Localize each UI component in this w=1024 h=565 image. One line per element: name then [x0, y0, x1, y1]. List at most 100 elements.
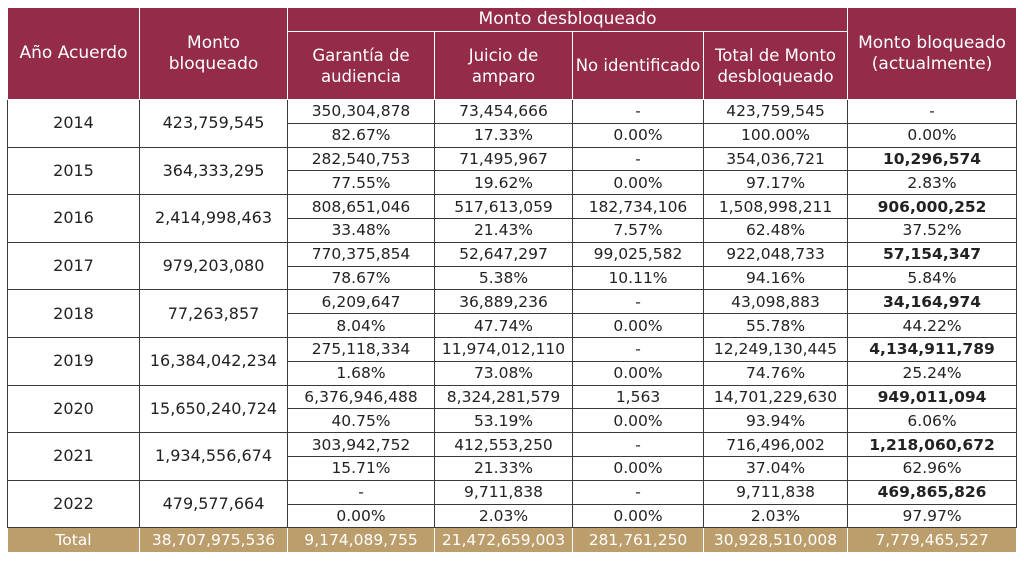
percent-cell: 53.19%: [434, 408, 573, 434]
amounts-row: 2020 15,650,240,724 6,376,946,488 8,324,281…: [7, 384, 1018, 434]
blocked-cell: 479,577,664: [139, 479, 288, 529]
amount-cell: 4,134,911,789: [847, 336, 1018, 362]
percents-row: 78.67% 5.38% 10.11% 94.16% 5.84%: [8, 265, 1018, 291]
amount-cell: 412,553,250: [434, 432, 573, 457]
total-cell: 281,761,250: [572, 527, 704, 554]
percent-cell: 77.55%: [287, 170, 435, 196]
amount-cell: 57,154,347: [847, 241, 1018, 267]
blocked-cell: 423,759,545: [139, 99, 288, 148]
table-header: Año Acuerdo Monto bloqueado Monto desblo…: [7, 7, 1018, 100]
blocked-cell: 15,650,240,724: [139, 384, 288, 434]
amount-cell: -: [847, 99, 1018, 124]
amount-cell: 275,118,334: [287, 336, 435, 362]
percent-cell: 5.38%: [434, 265, 573, 291]
amount-cell: -: [572, 99, 704, 124]
percent-cell: 44.22%: [847, 313, 1018, 338]
header-total-unlocked: Total de Monto desbloqueado: [702, 31, 849, 100]
blocked-cell: 77,263,857: [139, 289, 288, 338]
amount-cell: -: [572, 432, 704, 457]
amount-cell: 9,711,838: [434, 479, 573, 505]
amount-cell: 303,942,752: [287, 432, 435, 457]
header-currently-blocked: Monto bloqueado (actualmente): [847, 7, 1018, 100]
amount-cell: -: [572, 289, 704, 315]
percents-row: 77.55% 19.62% 0.00% 97.17% 2.83%: [8, 170, 1018, 196]
blocked-cell: 979,203,080: [139, 241, 288, 291]
percent-cell: 78.67%: [287, 265, 435, 291]
percent-cell: 97.17%: [702, 170, 849, 196]
total-cell: 38,707,975,536: [139, 527, 288, 554]
amount-cell: 99,025,582: [572, 241, 704, 267]
amount-cell: 34,164,974: [847, 289, 1018, 315]
amount-cell: 770,375,854: [287, 241, 435, 267]
amount-cell: 906,000,252: [847, 194, 1018, 219]
amount-cell: 12,249,130,445: [702, 336, 849, 362]
amount-cell: 949,011,094: [847, 384, 1018, 410]
amount-cell: 354,036,721: [702, 146, 849, 172]
percent-cell: 73.08%: [434, 360, 573, 386]
header-blocked: Monto bloqueado: [139, 7, 288, 100]
percent-cell: 0.00%: [572, 360, 704, 386]
percent-cell: 47.74%: [434, 313, 573, 338]
percents-row: 1.68% 73.08% 0.00% 74.76% 25.24%: [8, 360, 1018, 386]
total-cell: 21,472,659,003: [434, 527, 573, 554]
percent-cell: 100.00%: [702, 122, 849, 148]
amount-cell: 71,495,967: [434, 146, 573, 172]
amounts-row: 2022 479,577,664-9,711,838-9,711,838 469,8…: [7, 479, 1018, 529]
year-cell: 2015: [7, 146, 140, 196]
amount-cell: 6,209,647: [287, 289, 435, 315]
amounts-row: 2014 423,759,545 350,304,878 73,454,666-423…: [7, 99, 1018, 148]
percent-cell: 7.57%: [572, 217, 704, 243]
percent-cell: 94.16%: [702, 265, 849, 291]
amount-cell: 423,759,545: [702, 99, 849, 124]
year-cell: 2022: [7, 479, 140, 529]
year-cell: 2019: [7, 336, 140, 386]
amounts-row: 2016 2,414,998,463 808,651,046 517,613,059 1…: [7, 194, 1018, 243]
total-cell: 30,928,510,008: [702, 527, 849, 554]
percent-cell: 2.03%: [434, 503, 573, 529]
percent-cell: 0.00%: [572, 503, 704, 529]
header-unlocked-group: Monto desbloqueado: [286, 7, 849, 32]
percent-cell: 2.03%: [702, 503, 849, 529]
amounts-row: 2018 77,263,857 6,209,647 36,889,236-43,098…: [7, 289, 1018, 338]
percents-row: 0.00% 2.03% 0.00% 2.03% 97.97%: [8, 503, 1018, 529]
amount-cell: 6,376,946,488: [287, 384, 435, 410]
amounts-row: 2021 1,934,556,674 303,942,752 412,553,250-…: [7, 432, 1018, 481]
blocked-amounts-table: Año Acuerdo Monto bloqueado Monto desblo…: [7, 7, 1018, 554]
amount-cell: 716,496,002: [702, 432, 849, 457]
amount-cell: 43,098,883: [702, 289, 849, 315]
amount-cell: -: [572, 336, 704, 362]
percent-cell: 8.04%: [287, 313, 435, 338]
amount-cell: 73,454,666: [434, 99, 573, 124]
amount-cell: 517,613,059: [434, 194, 573, 219]
amount-cell: 36,889,236: [434, 289, 573, 315]
percent-cell: 0.00%: [572, 313, 704, 338]
amount-cell: 10,296,574: [847, 146, 1018, 172]
amounts-row: 2019 16,384,042,234 275,118,334 11,974,012,…: [7, 336, 1018, 386]
blocked-cell: 2,414,998,463: [139, 194, 288, 243]
percents-row: 8.04% 47.74% 0.00% 55.78% 44.22%: [8, 313, 1018, 338]
percent-cell: 21.33%: [434, 455, 573, 481]
amount-cell: 1,508,998,211: [702, 194, 849, 219]
header-unidentified: No identificado: [572, 31, 704, 100]
percent-cell: 0.00%: [287, 503, 435, 529]
percent-cell: 10.11%: [572, 265, 704, 291]
amount-cell: 282,540,753: [287, 146, 435, 172]
percent-cell: 97.97%: [847, 503, 1018, 529]
amount-cell: 52,647,297: [434, 241, 573, 267]
amount-cell: 14,701,229,630: [702, 384, 849, 410]
percent-cell: 2.83%: [847, 170, 1018, 196]
total-cell: 7,779,465,527: [847, 527, 1018, 554]
percent-cell: 37.52%: [847, 217, 1018, 243]
amount-cell: 1,218,060,672: [847, 432, 1018, 457]
percent-cell: 37.04%: [702, 455, 849, 481]
table-footer: Total 38,707,975,536 9,174,089,755 21,47…: [7, 527, 1018, 554]
amount-cell: 350,304,878: [287, 99, 435, 124]
year-cell: 2014: [7, 99, 140, 148]
header-hearing: Garantía de audiencia: [287, 31, 435, 100]
amount-cell: 922,048,733: [702, 241, 849, 267]
blocked-cell: 364,333,295: [139, 146, 288, 196]
percent-cell: 6.06%: [847, 408, 1018, 434]
percent-cell: 0.00%: [572, 455, 704, 481]
table-body: 2014 423,759,545 350,304,878 73,454,666-423…: [7, 99, 1018, 529]
percents-row: 82.67% 17.33% 0.00% 100.00% 0.00%: [8, 122, 1018, 148]
